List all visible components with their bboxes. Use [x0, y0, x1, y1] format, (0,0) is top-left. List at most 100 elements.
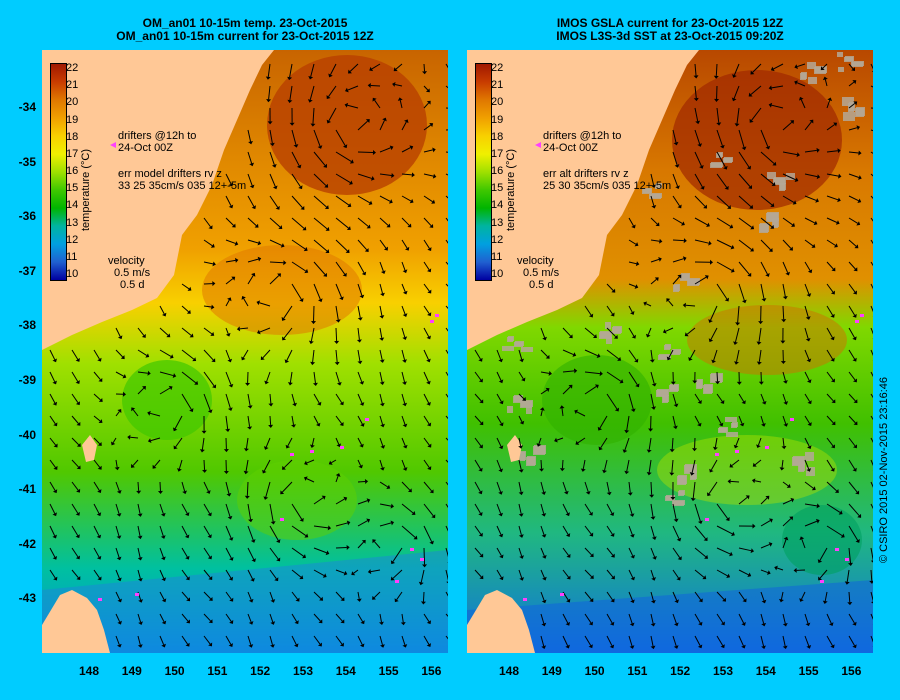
current-vector	[694, 547, 707, 558]
current-vector	[736, 349, 740, 362]
current-vector	[870, 261, 873, 267]
current-vector-head	[498, 468, 504, 473]
current-vector-head	[673, 403, 679, 408]
cloud-mask-cell	[688, 278, 700, 285]
current-vector-head	[364, 248, 369, 252]
current-vector	[870, 393, 873, 399]
current-vector	[716, 129, 723, 146]
current-vector-head	[426, 358, 431, 363]
current-vector	[203, 305, 212, 308]
current-vector-head	[519, 555, 525, 559]
current-vector	[379, 437, 384, 447]
current-vector-head	[360, 422, 365, 427]
current-vector	[115, 371, 124, 377]
current-vector-head	[870, 560, 873, 563]
current-vector-head	[393, 67, 398, 72]
current-vector	[710, 327, 718, 340]
current-vector	[672, 195, 680, 207]
drifter-legend-marker	[110, 142, 116, 148]
current-vector	[870, 525, 873, 533]
current-vector	[848, 459, 856, 470]
current-vector-head	[386, 484, 391, 489]
current-vector-head	[730, 268, 735, 273]
current-vector-head	[634, 284, 639, 289]
current-vector	[716, 261, 733, 271]
current-vector-head	[840, 533, 845, 538]
right-title-line1: IMOS GSLA current for 23-Oct-2015 12Z	[556, 16, 784, 30]
current-vector	[750, 85, 762, 95]
current-vector-head	[559, 405, 565, 409]
current-vector	[606, 371, 622, 382]
current-vector	[335, 261, 346, 275]
current-vector-head	[228, 383, 234, 388]
current-vector-head	[309, 444, 315, 448]
current-vector	[330, 63, 337, 75]
current-vector	[672, 393, 677, 405]
current-vector	[159, 547, 164, 558]
current-vector-head	[96, 512, 102, 517]
current-vector-head	[304, 533, 309, 538]
current-vector-head	[807, 379, 812, 384]
current-vector-head	[708, 338, 714, 343]
current-vector-head	[748, 184, 753, 189]
current-vector-head	[684, 332, 689, 337]
current-vector	[754, 480, 762, 483]
cloud-mask-cell	[663, 395, 669, 402]
drifter-marker	[790, 418, 794, 421]
current-vector-head	[789, 516, 794, 521]
current-vector-head	[380, 423, 385, 428]
current-vector-head	[791, 222, 795, 227]
current-vector-head	[654, 277, 659, 282]
current-vector	[848, 613, 855, 624]
current-vector-head	[323, 272, 327, 277]
drifter-marker	[340, 446, 344, 449]
current-vector	[247, 525, 254, 541]
current-vector-head	[321, 495, 326, 500]
current-vector-head	[768, 102, 773, 108]
current-vector	[203, 393, 211, 411]
current-vector	[269, 525, 279, 541]
current-vector-head	[783, 536, 789, 541]
current-vector	[650, 569, 655, 579]
current-vector-head	[704, 275, 709, 280]
current-vector	[804, 393, 811, 402]
current-vector-head	[117, 577, 122, 582]
current-vector-head	[729, 463, 734, 468]
current-vector-head	[610, 598, 615, 603]
current-vector-head	[698, 621, 703, 626]
current-vector-head	[541, 599, 547, 604]
current-vector-head	[251, 558, 256, 563]
current-vector	[848, 195, 859, 202]
current-vector	[474, 349, 481, 360]
current-vector	[423, 415, 430, 425]
cloud-mask-cell	[606, 337, 612, 344]
current-vector	[115, 547, 120, 558]
current-vector	[313, 591, 322, 599]
current-vector-head	[811, 486, 816, 491]
current-vector	[203, 459, 206, 470]
current-vector-head	[311, 321, 317, 325]
current-vector	[357, 541, 365, 549]
right-error-stats: err alt drifters rv z 25 30 35cm/s 035 1…	[543, 168, 671, 192]
left-panel-title: OM_an01 10-15m temp. 23-Oct-2015 OM_an01…	[42, 17, 448, 43]
current-vector-head	[409, 198, 414, 204]
current-vector	[738, 393, 745, 402]
current-vector	[496, 437, 502, 447]
current-vector	[650, 349, 653, 360]
current-vector-head	[326, 95, 331, 100]
current-vector	[247, 173, 253, 186]
current-vector	[760, 415, 764, 424]
current-vector	[71, 503, 79, 514]
current-vector-head	[282, 336, 287, 341]
current-vector-head	[369, 66, 374, 72]
current-vector-head	[666, 298, 671, 303]
cloud-mask-cell	[526, 407, 532, 414]
current-vector	[562, 327, 571, 337]
current-vector-head	[789, 246, 793, 251]
current-vector	[804, 437, 810, 447]
current-vector-head	[650, 599, 656, 604]
current-vector-head	[658, 257, 662, 262]
current-vector	[49, 525, 56, 536]
left-velocity-label: velocity	[108, 255, 145, 267]
cloud-mask-cell	[725, 417, 737, 422]
